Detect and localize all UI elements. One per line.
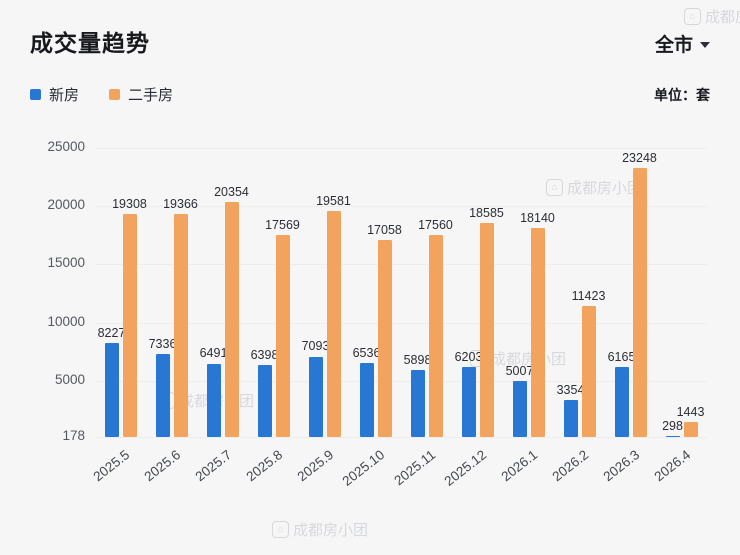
bar-新房-2025.11[interactable] [410, 370, 425, 437]
x-axis-label: 2025.7 [192, 447, 235, 485]
bar-二手房-2025.11[interactable] [428, 234, 443, 437]
gridline [95, 437, 707, 438]
bar-value-label: 17560 [418, 217, 453, 232]
bar-value-label: 18585 [469, 205, 504, 220]
bar-二手房-2026.1[interactable] [530, 227, 545, 437]
legend: 新房 二手房 [30, 84, 173, 105]
watermark-text: 成都房小团 [705, 9, 740, 26]
bar-新房-2025.6[interactable] [155, 353, 170, 437]
y-axis-tick: 25000 [47, 139, 85, 154]
bar-value-label: 1443 [676, 405, 705, 420]
bar-value-label: 11423 [571, 289, 606, 304]
bar-value-label: 17569 [265, 217, 300, 232]
gridline [95, 264, 707, 266]
bar-value-label: 5007 [505, 363, 534, 378]
bar-value-label: 18140 [520, 210, 555, 225]
bar-value-label: 5898 [403, 353, 432, 368]
unit-label: 单位：套 [654, 86, 710, 103]
x-axis-label: 2026.1 [498, 447, 541, 485]
chevron-down-icon [700, 41, 710, 48]
y-axis-tick: 20000 [47, 197, 85, 213]
gridline [95, 322, 707, 324]
watermark-text: 成都房小团 [293, 522, 369, 539]
x-axis-label: 2025.5 [90, 447, 133, 485]
bar-value-label: 7336 [148, 336, 177, 351]
x-axis-label: 2026.2 [549, 447, 592, 485]
bar-value-label: 19581 [316, 194, 351, 209]
watermark-logo-icon: ⌂ [684, 8, 701, 25]
legend-row: 新房 二手房 单位：套 [30, 84, 710, 105]
gridline [95, 148, 707, 149]
bar-value-label: 298 [662, 418, 683, 433]
bar-value-label: 23248 [622, 151, 657, 166]
bar-value-label: 6491 [199, 346, 228, 361]
bar-二手房-2025.12[interactable] [479, 222, 494, 437]
x-axis-label: 2026.4 [651, 447, 694, 485]
legend-label-new-homes: 新房 [49, 87, 80, 104]
gridline [95, 380, 707, 382]
watermark: ⌂ 成都房小团 [272, 519, 368, 540]
bar-新房-2026.1[interactable] [512, 380, 527, 437]
bar-value-label: 20354 [214, 185, 249, 200]
y-axis-tick: 178 [62, 428, 85, 443]
y-axis-tick: 10000 [47, 313, 85, 329]
x-axis-label: 2025.6 [141, 447, 184, 485]
bar-value-label: 6165 [607, 350, 636, 365]
bar-value-label: 3354 [556, 383, 585, 398]
bar-新房-2025.8[interactable] [257, 364, 272, 437]
bar-二手房-2025.5[interactable] [122, 214, 137, 437]
bar-value-label: 17058 [367, 223, 402, 238]
x-axis-label: 2025.9 [294, 447, 337, 485]
region-selector[interactable]: 全市 [655, 30, 710, 57]
watermark-logo-icon: ⌂ [272, 521, 289, 538]
legend-swatch-secondhand-homes [109, 89, 121, 100]
bar-新房-2025.12[interactable] [461, 366, 476, 437]
bar-value-label: 6398 [250, 347, 279, 362]
watermark: ⌂ 成都房小团 [684, 6, 740, 27]
bar-新房-2025.10[interactable] [359, 362, 374, 437]
bar-value-label: 19366 [163, 196, 198, 211]
bar-新房-2025.7[interactable] [206, 363, 221, 437]
x-axis-label: 2025.12 [441, 447, 490, 489]
page-title: 成交量趋势 [30, 30, 150, 56]
x-axis-label: 2026.3 [600, 447, 643, 485]
bar-二手房-2026.2[interactable] [581, 306, 596, 437]
bar-value-label: 6203 [454, 349, 483, 364]
bar-chart: 25000 20000 15000 10000 5000 178 8227 19308 2025… [47, 139, 707, 489]
x-axis-label: 2025.8 [243, 447, 286, 485]
y-axis-tick: 15000 [47, 255, 85, 271]
bar-value-label: 19308 [112, 197, 147, 212]
bar-新房-2026.2[interactable] [563, 400, 578, 437]
legend-swatch-new-homes [30, 89, 41, 100]
legend-label-secondhand-homes: 二手房 [128, 87, 174, 104]
bar-二手房-2025.8[interactable] [275, 234, 290, 437]
bar-二手房-2026.3[interactable] [632, 168, 647, 437]
bar-二手房-2025.6[interactable] [173, 213, 188, 437]
bar-value-label: 6536 [352, 345, 381, 360]
bar-二手房-2025.10[interactable] [377, 240, 392, 437]
bar-新房-2026.3[interactable] [614, 367, 629, 437]
region-selector-label: 全市 [654, 35, 693, 56]
y-axis-tick: 5000 [54, 371, 85, 387]
bar-新房-2025.5[interactable] [104, 343, 119, 437]
x-axis-label: 2025.10 [339, 447, 388, 489]
legend-item-secondhand-homes[interactable]: 二手房 [109, 84, 173, 105]
bar-新房-2026.4[interactable] [665, 435, 680, 437]
bar-二手房-2025.9[interactable] [326, 211, 341, 437]
bar-新房-2025.9[interactable] [308, 356, 323, 437]
bar-value-label: 7093 [301, 339, 330, 354]
gridline [95, 206, 707, 208]
x-axis-label: 2025.11 [391, 447, 439, 489]
legend-item-new-homes[interactable]: 新房 [30, 84, 79, 105]
bar-二手房-2026.4[interactable] [683, 422, 698, 437]
bar-二手房-2025.7[interactable] [224, 202, 239, 437]
bar-value-label: 8227 [97, 326, 126, 341]
